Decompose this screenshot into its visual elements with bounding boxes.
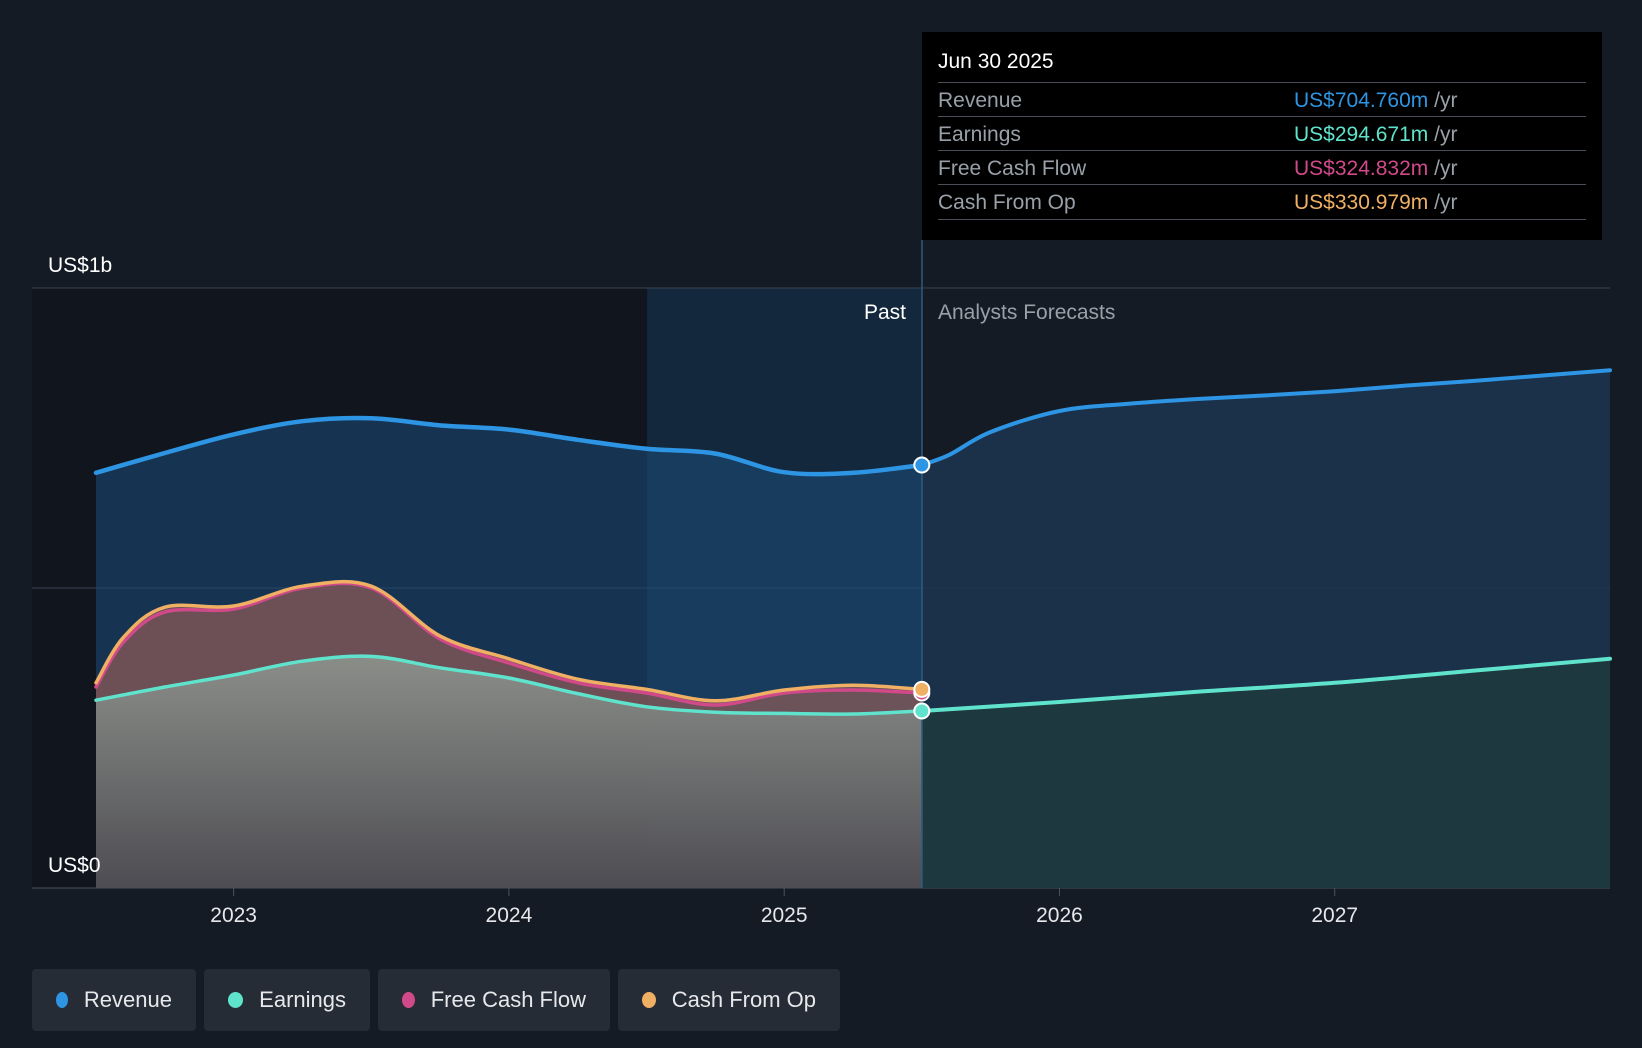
x-tick-label: 2024 — [486, 904, 533, 927]
tooltip-value-wrap: US$324.832m /yr — [1294, 157, 1457, 181]
tooltip-row-earnings: Earnings US$294.671m /yr — [938, 116, 1586, 151]
tooltip-row-revenue: Revenue US$704.760m /yr — [938, 82, 1586, 117]
tooltip-label: Revenue — [938, 89, 1023, 112]
legend-dot-icon — [402, 992, 415, 1008]
earnings-forecast-area — [921, 658, 1610, 888]
legend-label: Earnings — [259, 987, 346, 1012]
earnings-line — [94, 654, 924, 716]
x-tick-label: 2023 — [210, 904, 257, 927]
tooltip-value-wrap: US$294.671m /yr — [1294, 123, 1457, 147]
cash-from-op-marker — [913, 680, 931, 698]
revenue-marker — [913, 456, 931, 474]
revenue-forecast-line — [919, 368, 1612, 467]
tooltip-value-wrap: US$704.760m /yr — [1294, 89, 1457, 113]
y-label-bottom: US$0 — [48, 854, 101, 877]
legend-item-cash-from-op[interactable]: Cash From Op — [618, 969, 840, 1031]
earnings-area — [96, 656, 922, 888]
legend-dot-icon — [642, 992, 656, 1008]
tooltip-unit: /yr — [1434, 191, 1458, 214]
tooltip-value: US$704.760m — [1294, 89, 1429, 112]
past-label: Past — [864, 301, 906, 324]
cash-from-op-line — [94, 579, 924, 703]
legend-label: Cash From Op — [671, 987, 816, 1012]
tooltip-label: Cash From Op — [938, 191, 1076, 214]
tooltip-unit: /yr — [1434, 123, 1458, 146]
tooltip-row-free-cash-flow: Free Cash Flow US$324.832m /yr — [938, 150, 1586, 185]
legend-dot-icon — [56, 992, 68, 1008]
tooltip-row-cash-from-op: Cash From Op US$330.979m /yr — [938, 184, 1586, 220]
y-label-top: US$1b — [48, 254, 112, 277]
tooltip-unit: /yr — [1434, 157, 1458, 180]
tooltip-value-wrap: US$330.979m /yr — [1294, 191, 1457, 215]
forecast-label: Analysts Forecasts — [938, 301, 1115, 324]
x-tick-label: 2027 — [1311, 904, 1358, 927]
tooltip: Jun 30 2025 Revenue US$704.760m /yr Earn… — [922, 32, 1602, 240]
legend-label: Revenue — [83, 987, 172, 1012]
tooltip-label: Earnings — [938, 123, 1021, 146]
earnings-forecast-line — [919, 656, 1612, 713]
revenue-line — [93, 415, 925, 477]
legend-label: Free Cash Flow — [430, 987, 586, 1012]
tooltip-value: US$330.979m — [1294, 191, 1429, 214]
legend-item-revenue[interactable]: Revenue — [32, 969, 196, 1031]
legend-dot-icon — [228, 992, 244, 1008]
tooltip-unit: /yr — [1434, 89, 1458, 112]
legend-item-earnings[interactable]: Earnings — [204, 969, 370, 1031]
tooltip-label: Free Cash Flow — [938, 157, 1087, 180]
tooltip-value: US$294.671m — [1294, 123, 1429, 146]
free-cash-flow-line — [94, 581, 924, 707]
earnings-marker — [913, 702, 931, 720]
legend-item-free-cash-flow[interactable]: Free Cash Flow — [378, 969, 610, 1031]
x-tick-label: 2026 — [1036, 904, 1083, 927]
x-tick-label: 2025 — [761, 904, 808, 927]
tooltip-value: US$324.832m — [1294, 157, 1429, 180]
tooltip-date: Jun 30 2025 — [938, 50, 1054, 73]
